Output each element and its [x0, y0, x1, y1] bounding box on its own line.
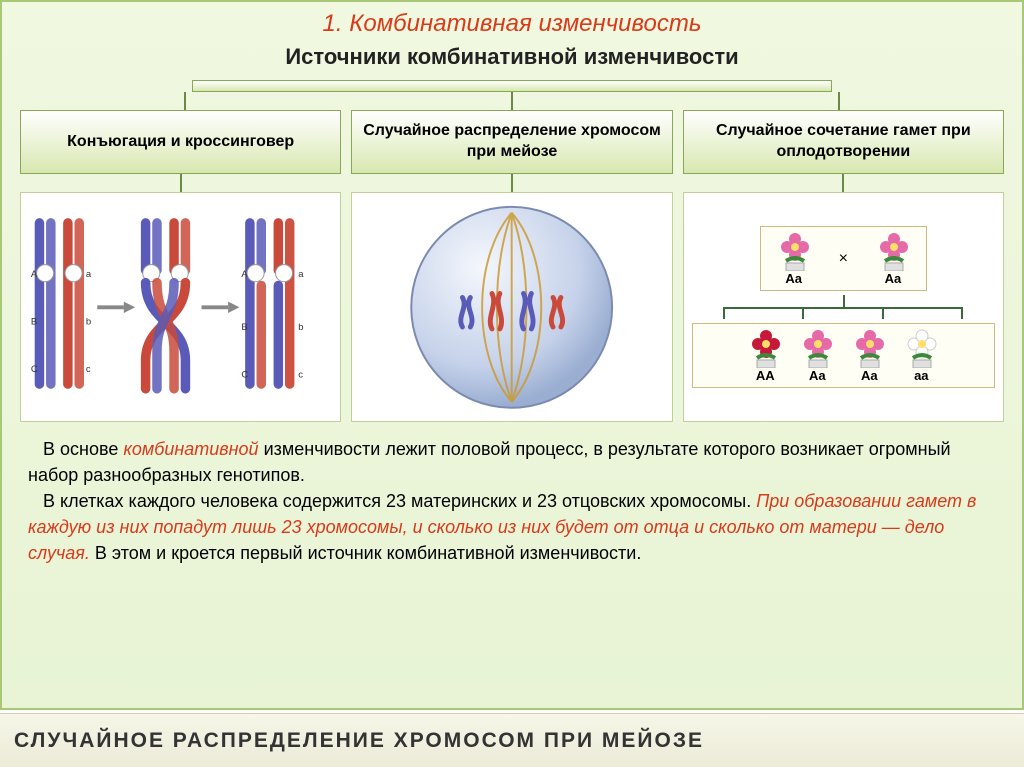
- svg-text:B: B: [31, 316, 37, 327]
- slide-title: 1. Комбинативная изменчивость: [20, 10, 1004, 38]
- connector: [511, 92, 513, 110]
- svg-text:A: A: [241, 269, 248, 280]
- t-hl: комбинативной: [123, 439, 258, 459]
- svg-text:a: a: [298, 269, 304, 280]
- svg-text:B: B: [241, 322, 247, 333]
- panel-meiosis-cell: [351, 192, 672, 422]
- svg-text:b: b: [86, 316, 91, 327]
- t: В основе: [28, 439, 123, 459]
- t: В этом и кроется первый источник комбина…: [90, 543, 641, 563]
- source-label: Конъюгация и кроссинговер: [67, 132, 294, 153]
- parent-2: Aa: [870, 231, 916, 286]
- t: В клетках каждого человека содержится 23…: [28, 491, 756, 511]
- offspring-row: AA Aa: [692, 323, 995, 388]
- slide-subtitle: Источники комбинативной изменчивости: [20, 44, 1004, 70]
- connector: [838, 92, 840, 110]
- offspring-2: Aa: [794, 328, 840, 383]
- parent-1: Aa: [771, 231, 817, 286]
- title-text: 1. Комбинативная изменчивость: [323, 10, 702, 37]
- source-box-3: Случайное сочетание гамет при оплодотвор…: [683, 110, 1004, 174]
- panels-row: A a B b C c: [20, 192, 1004, 422]
- source-box-1: Конъюгация и кроссинговер: [20, 110, 341, 174]
- flower-icon: [772, 231, 816, 271]
- desc-p1: В основе комбинативной изменчивости лежи…: [28, 436, 996, 488]
- offspring-4: aa: [898, 328, 944, 383]
- svg-text:a: a: [86, 269, 92, 280]
- connector: [180, 174, 182, 192]
- parent-row: Aa × Aa: [760, 226, 927, 291]
- flower-icon: [847, 328, 891, 368]
- genotype-label: Aa: [809, 368, 826, 383]
- offspring-3: Aa: [846, 328, 892, 383]
- slide-container: 1. Комбинативная изменчивость Источники …: [0, 0, 1024, 710]
- flower-icon: [899, 328, 943, 368]
- cross-icon: ×: [835, 250, 852, 268]
- subtitle-text: Источники комбинативной изменчивости: [285, 44, 738, 69]
- svg-text:c: c: [298, 369, 303, 380]
- svg-text:c: c: [86, 363, 91, 374]
- desc-p2: В клетках каждого человека содержится 23…: [28, 488, 996, 566]
- flower-icon: [795, 328, 839, 368]
- crossover-diagram: A a B b C c: [29, 199, 332, 416]
- bottom-text: СЛУЧАЙНОЕ РАСПРЕДЕЛЕНИЕ ХРОМОСОМ ПРИ МЕЙ…: [14, 729, 704, 753]
- svg-text:C: C: [241, 369, 248, 380]
- panel-crossover: A a B b C c: [20, 192, 341, 422]
- source-label: Случайное распределение хромосом при мей…: [360, 121, 663, 163]
- source-label: Случайное сочетание гамет при оплодотвор…: [692, 121, 995, 163]
- connector: [842, 174, 844, 192]
- hierarchy-root-bar: [192, 80, 832, 92]
- genotype-label: AA: [756, 368, 775, 383]
- svg-text:A: A: [31, 269, 38, 280]
- panel-fertilization: Aa × Aa: [683, 192, 1004, 422]
- svg-text:b: b: [298, 322, 303, 333]
- punnett-diagram: Aa × Aa: [684, 218, 1003, 396]
- cross-connector: [707, 295, 980, 319]
- genotype-label: aa: [914, 368, 928, 383]
- genotype-label: Aa: [861, 368, 878, 383]
- cell-diagram: [360, 199, 663, 416]
- connector: [511, 174, 513, 192]
- sources-row: Конъюгация и кроссинговер Случайное расп…: [20, 110, 1004, 192]
- flower-icon: [871, 231, 915, 271]
- genotype-label: Aa: [785, 271, 802, 286]
- description-block: В основе комбинативной изменчивости лежи…: [20, 436, 1004, 566]
- genotype-label: Aa: [885, 271, 902, 286]
- offspring-1: AA: [742, 328, 788, 383]
- svg-text:C: C: [31, 363, 38, 374]
- bottom-caption-bar: СЛУЧАЙНОЕ РАСПРЕДЕЛЕНИЕ ХРОМОСОМ ПРИ МЕЙ…: [0, 713, 1024, 767]
- flower-icon: [743, 328, 787, 368]
- source-box-2: Случайное распределение хромосом при мей…: [351, 110, 672, 174]
- connector: [184, 92, 186, 110]
